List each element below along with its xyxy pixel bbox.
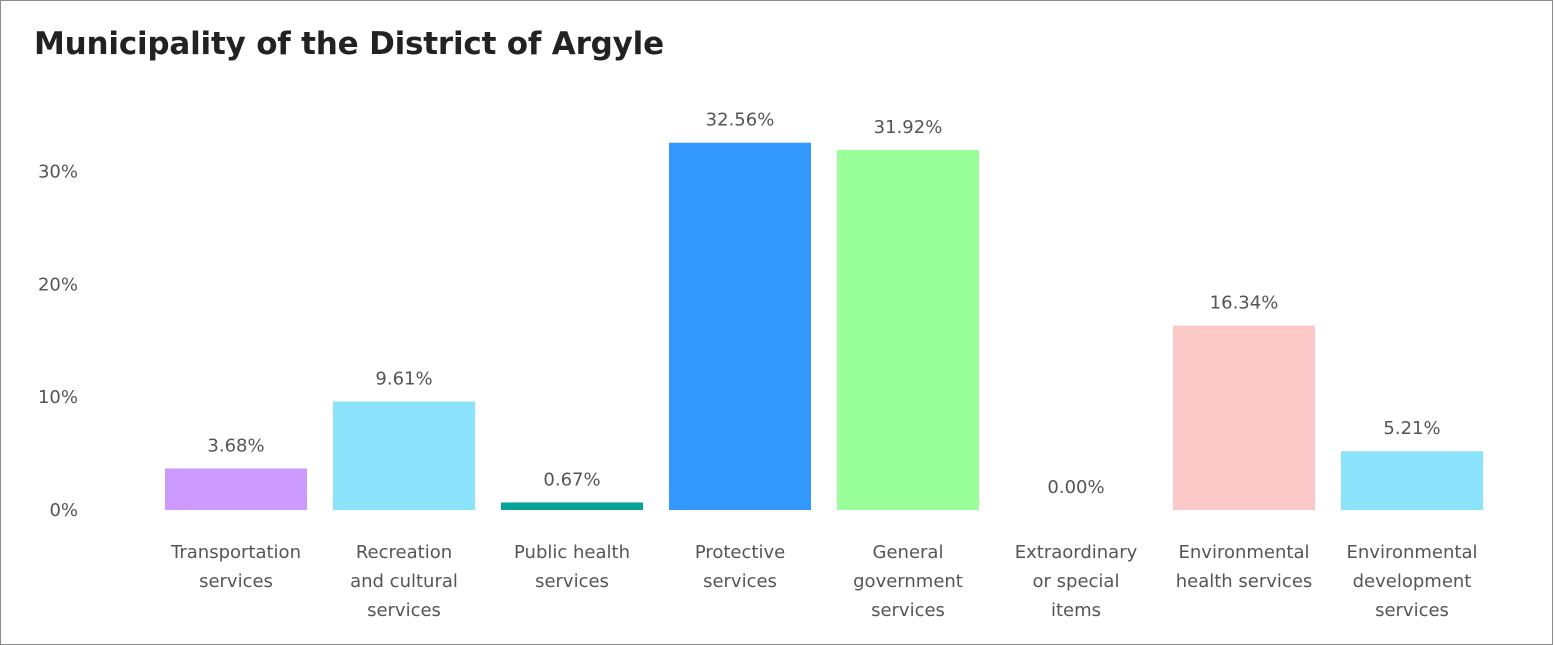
y-tick-label: 10% xyxy=(38,387,78,408)
x-tick-label: Environmental development services xyxy=(1347,542,1478,621)
x-tick-label: Recreation and cultural services xyxy=(350,542,458,621)
x-tick-label-line: items xyxy=(1051,600,1101,621)
bar xyxy=(501,502,643,510)
x-tick-label-line: Environmental xyxy=(1179,542,1310,563)
bar xyxy=(669,142,811,510)
x-tick-label-line: development xyxy=(1353,571,1472,592)
y-tick-label: 30% xyxy=(38,162,78,183)
x-tick-label: Protective services xyxy=(695,542,785,592)
x-tick-label-line: Protective xyxy=(695,542,785,563)
data-label: 32.56% xyxy=(706,110,775,131)
x-tick-label-line: services xyxy=(871,600,945,621)
y-axis: 0% 10% 20% 30% xyxy=(38,162,78,521)
data-label: 0.00% xyxy=(1047,477,1104,498)
y-tick-label: 0% xyxy=(49,500,78,521)
x-tick-label-line: health services xyxy=(1176,571,1313,592)
bar xyxy=(1341,451,1483,510)
x-tick-label: Transportation services xyxy=(170,542,301,592)
y-tick-label: 20% xyxy=(38,274,78,295)
x-tick-label-line: and cultural xyxy=(350,571,458,592)
bar xyxy=(165,468,307,510)
data-label: 0.67% xyxy=(543,469,600,490)
data-label: 3.68% xyxy=(207,435,264,456)
bar xyxy=(837,149,979,511)
bar xyxy=(1173,325,1315,510)
x-tick-label-line: services xyxy=(199,571,273,592)
data-label: 16.34% xyxy=(1210,293,1279,314)
x-tick-label-line: services xyxy=(535,571,609,592)
data-labels: 3.68% 9.61% 0.67% 32.56% 31.92% 0.00% 16.34% 5.… xyxy=(207,110,1440,498)
x-tick-label-line: Extraordinary xyxy=(1015,542,1138,563)
x-tick-label-line: or special xyxy=(1033,571,1120,592)
x-tick-label-line: government xyxy=(853,571,963,592)
x-tick-label-line: Public health xyxy=(514,542,630,563)
x-tick-label-line: Recreation xyxy=(356,542,452,563)
x-tick-label: General government services xyxy=(853,542,963,621)
x-tick-label: Public health services xyxy=(514,542,630,592)
x-tick-label: Environmental health services xyxy=(1176,542,1313,592)
chart-title: Municipality of the District of Argyle xyxy=(34,26,664,62)
x-tick-label-line: Transportation xyxy=(170,542,301,563)
x-tick-label-line: Environmental xyxy=(1347,542,1478,563)
data-label: 5.21% xyxy=(1383,418,1440,439)
x-tick-label-line: services xyxy=(367,600,441,621)
data-label: 31.92% xyxy=(874,117,943,138)
x-tick-label-line: services xyxy=(703,571,777,592)
x-tick-label-line: General xyxy=(873,542,944,563)
x-tick-label-line: services xyxy=(1375,600,1449,621)
bars xyxy=(165,142,1483,511)
bar xyxy=(333,401,475,510)
x-tick-label: Extraordinary or special items xyxy=(1015,542,1138,621)
data-label: 9.61% xyxy=(375,369,432,390)
x-axis: Transportation services Recreation and cult… xyxy=(170,542,1477,621)
